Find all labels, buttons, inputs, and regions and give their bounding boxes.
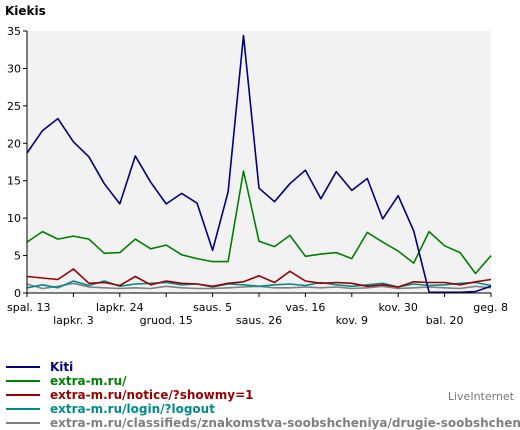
legend-item-1: extra-m.ru/ — [6, 374, 516, 388]
y-tick-label: 30 — [7, 62, 21, 75]
x-tick-label: geg. 8 — [473, 301, 508, 314]
legend-swatch — [6, 366, 40, 368]
y-tick-label: 0 — [14, 287, 21, 300]
y-tick-label: 15 — [7, 175, 21, 188]
footer-credit: LiveInternet — [447, 390, 514, 403]
x-tick-label: vas. 16 — [285, 301, 325, 314]
legend-item-3: extra-m.ru/login/?logout — [6, 402, 516, 416]
x-tick-label: lapkr. 24 — [96, 301, 144, 314]
series-line-1 — [26, 170, 492, 275]
legend-label: extra-m.ru/ — [50, 374, 127, 388]
x-tick-label: kov. 9 — [336, 314, 368, 327]
legend-swatch — [6, 380, 40, 382]
series-line-0 — [26, 34, 492, 294]
legend-swatch — [6, 422, 40, 424]
y-tick-label: 20 — [7, 137, 21, 150]
y-tick-label: 35 — [7, 25, 21, 38]
x-tick-label: saus. 26 — [236, 314, 282, 327]
plot-background — [27, 31, 491, 293]
x-tick-label: bal. 20 — [426, 314, 464, 327]
x-tick-label: kov. 30 — [379, 301, 418, 314]
x-tick-label: spal. 13 — [7, 301, 51, 314]
legend-item-4: extra-m.ru/classifieds/znakomstva-soobsh… — [6, 416, 520, 430]
x-tick-label: saus. 5 — [193, 301, 232, 314]
x-tick-label: lapkr. 3 — [53, 314, 94, 327]
legend-item-2: extra-m.ru/notice/?showmy=1 — [6, 388, 516, 402]
y-tick-label: 25 — [7, 100, 21, 113]
x-tick-label: gruod. 15 — [140, 314, 193, 327]
series-lines — [26, 34, 492, 294]
legend-label: extra-m.ru/notice/?showmy=1 — [50, 388, 254, 402]
chart-title: Kiekis — [5, 4, 46, 18]
legend-swatch — [6, 408, 40, 410]
y-tick-label: 10 — [7, 212, 21, 225]
legend-item-0: Kiti — [6, 360, 516, 374]
legend-label: Kiti — [50, 360, 74, 374]
y-tick-label: 5 — [14, 250, 21, 263]
legend-label: extra-m.ru/classifieds/znakomstva-soobsh… — [50, 416, 520, 430]
series-line-2 — [26, 268, 492, 288]
series-line-3 — [26, 280, 492, 289]
legend-swatch — [6, 394, 40, 396]
y-axis: 0 5 10 15 20 25 30 35 — [7, 25, 27, 300]
legend-label: extra-m.ru/login/?logout — [50, 402, 215, 416]
legend: Kiti extra-m.ru/extra-m.ru/notice/?showmy… — [6, 360, 520, 430]
